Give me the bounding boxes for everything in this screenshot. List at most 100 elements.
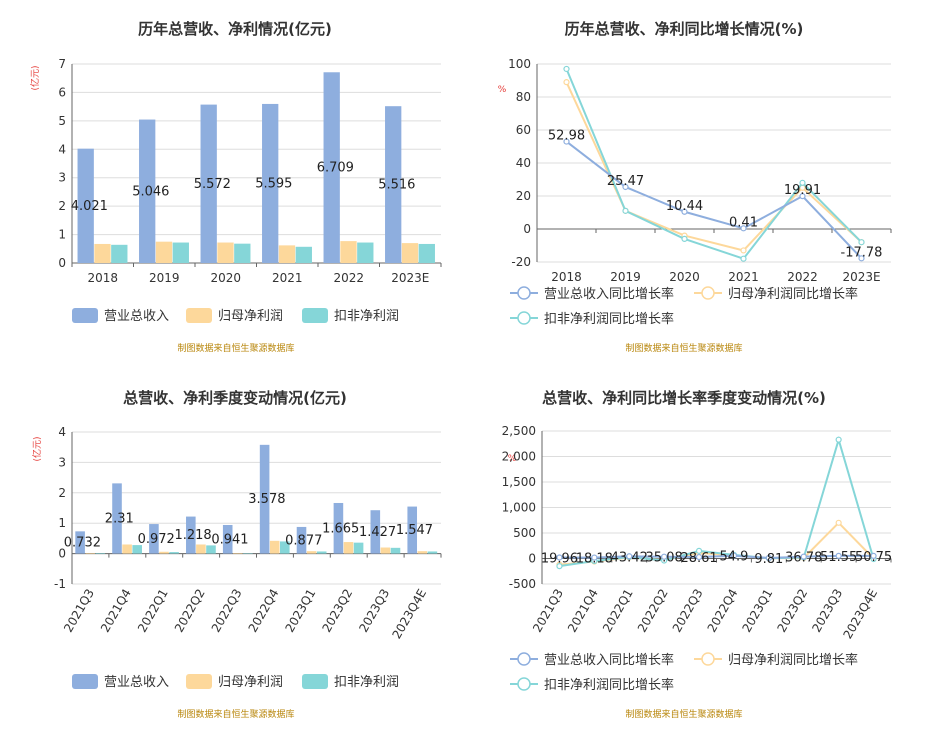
data-label: 28.61 <box>680 551 717 566</box>
x-tick-label: 2022Q3 <box>209 587 245 635</box>
legend-marker <box>517 677 531 691</box>
x-tick-label: 2021 <box>728 270 759 284</box>
y-tick-label: 40 <box>516 156 531 170</box>
y-tick-label: 0 <box>58 547 66 561</box>
x-tick-label: 2022Q3 <box>670 587 706 635</box>
y-tick-label: 1 <box>58 516 66 530</box>
x-tick-label: 2022Q4 <box>246 587 282 635</box>
y-tick-label: 60 <box>516 123 531 137</box>
chart-title: 历年总营收、净利情况(亿元) <box>138 20 332 38</box>
x-tick-label: 2018 <box>551 270 582 284</box>
line-point <box>681 208 688 215</box>
line-point <box>835 519 842 526</box>
chart-title: 总营收、净利同比增长率季度变动情况(%) <box>542 389 826 407</box>
unit-label: % <box>498 85 507 95</box>
x-tick-label: 2023Q4E <box>389 587 429 642</box>
y-tick-label: 7 <box>58 57 66 71</box>
legend-swatch <box>302 674 328 689</box>
line-point <box>870 552 877 560</box>
data-label: 1.547 <box>396 523 433 538</box>
y-tick-label: 2 <box>58 486 66 500</box>
data-label: 0.732 <box>64 535 101 550</box>
y-tick-label: -500 <box>509 577 536 591</box>
data-label: 35.08 <box>646 551 683 566</box>
bar-net-profit <box>85 552 95 554</box>
bar-net-profit <box>159 551 169 554</box>
legend-marker <box>517 652 531 666</box>
line-series-net-profit-growth <box>565 81 863 252</box>
bar-revenue <box>407 506 418 554</box>
bar-deducted-profit <box>353 542 364 554</box>
line-point <box>835 436 842 443</box>
y-tick-label: 6 <box>58 85 66 99</box>
y-tick-label: 1 <box>58 228 66 242</box>
line-point <box>730 552 738 559</box>
line-point <box>765 554 772 562</box>
line-series-deducted-profit-growth <box>559 436 875 568</box>
data-label: 9.81 <box>754 552 783 567</box>
data-label: 2.31 <box>105 511 134 526</box>
legend-marker <box>701 286 715 300</box>
data-label: 0.972 <box>138 532 175 547</box>
y-tick-label: 1,500 <box>502 475 536 489</box>
x-tick-label: 2020 <box>210 271 241 285</box>
line-point <box>556 563 563 570</box>
bar-net-profit <box>343 542 354 554</box>
line-point <box>563 65 570 73</box>
bar-revenue <box>370 510 381 554</box>
line-point <box>661 553 668 560</box>
x-tick-label: 2022Q4 <box>705 587 741 635</box>
bar-deducted-profit <box>172 242 189 263</box>
data-label: 0.41 <box>729 215 758 230</box>
bar-deducted-profit <box>169 552 179 554</box>
y-tick-label: 100 <box>508 57 531 71</box>
line-point <box>626 553 633 560</box>
bar-revenue <box>186 516 196 554</box>
bar-deducted-profit <box>427 551 438 554</box>
x-tick-label: 2021Q4 <box>98 587 134 635</box>
line-point <box>740 255 747 262</box>
bar-net-profit <box>340 241 357 263</box>
legend-marker <box>701 652 715 666</box>
bar-net-profit <box>233 552 243 554</box>
x-tick-label: 2021Q3 <box>530 587 566 635</box>
data-label: 50.75 <box>855 550 892 565</box>
legend-swatch <box>72 674 98 689</box>
x-tick-label: 2019 <box>149 271 180 285</box>
bar-revenue <box>323 72 340 264</box>
bar-deducted-profit <box>418 243 435 263</box>
legend-label: 归母净利润 <box>218 309 283 324</box>
x-tick-label: 2022 <box>787 270 818 284</box>
data-label: 5.595 <box>255 176 292 191</box>
bar-revenue <box>77 148 94 263</box>
bar-net-profit <box>278 245 296 263</box>
bar-revenue <box>385 106 402 263</box>
unit-label: (亿元) <box>31 436 43 461</box>
bar-net-profit <box>380 547 391 554</box>
line-point <box>799 179 806 186</box>
bar-deducted-profit <box>243 553 253 554</box>
bar-net-profit <box>417 551 428 554</box>
bar-deducted-profit <box>295 246 312 263</box>
bar-deducted-profit <box>357 242 374 263</box>
data-label: 5.046 <box>132 184 169 199</box>
bar-revenue <box>333 502 344 554</box>
line-point <box>835 552 842 559</box>
y-tick-label: 5 <box>58 114 66 128</box>
y-tick-label: 0 <box>58 256 66 270</box>
bar-revenue <box>112 483 122 554</box>
bar-net-profit <box>155 241 173 263</box>
x-tick-label: 2022 <box>333 271 364 285</box>
line-point <box>563 138 570 145</box>
data-label: 1.427 <box>359 525 396 540</box>
line-point <box>858 255 865 262</box>
legend-label: 扣非净利润同比增长率 <box>544 677 674 693</box>
bar-deducted-profit <box>279 541 290 554</box>
line-point <box>622 207 629 214</box>
legend-label: 归母净利润同比增长率 <box>728 652 858 668</box>
data-label: 3.578 <box>248 492 285 507</box>
unit-label: % <box>508 454 517 464</box>
bar-net-profit <box>94 243 111 263</box>
bar-net-profit <box>269 540 280 554</box>
line-point <box>681 235 688 242</box>
